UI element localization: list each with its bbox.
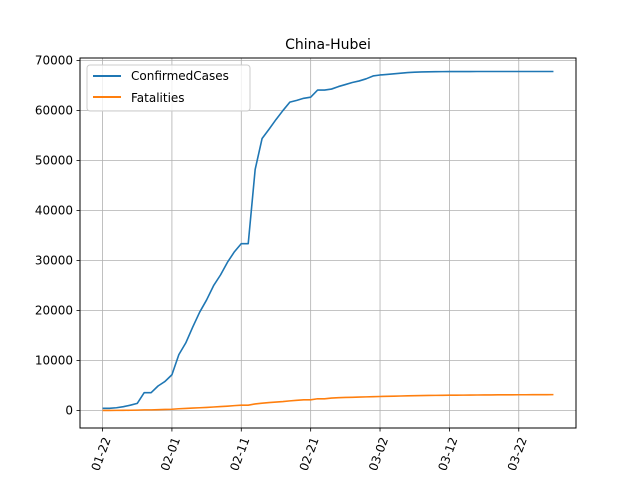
legend-label-fatalities: Fatalities <box>131 91 185 105</box>
plot-frame <box>79 57 577 429</box>
series-line-0 <box>102 70 554 410</box>
series-line-1 <box>102 393 554 412</box>
legend: ConfirmedCases Fatalities <box>86 64 251 112</box>
y-tick-label: 10000 <box>35 354 73 368</box>
y-tick-label: 60000 <box>35 104 73 118</box>
series-lines <box>102 70 554 412</box>
y-tick-label: 70000 <box>35 54 73 68</box>
y-tick-label: 40000 <box>35 204 73 218</box>
y-axis: 0 10000 20000 30000 40000 50000 60000 70000 <box>35 54 80 418</box>
y-tick-label: 50000 <box>35 154 73 168</box>
y-tick-label: 20000 <box>35 304 73 318</box>
chart-title: China-Hubei <box>285 37 371 53</box>
y-tick-label: 30000 <box>35 254 73 268</box>
legend-box <box>86 64 251 112</box>
y-tick-label: 0 <box>65 404 73 418</box>
legend-label-confirmed: ConfirmedCases <box>131 69 229 83</box>
